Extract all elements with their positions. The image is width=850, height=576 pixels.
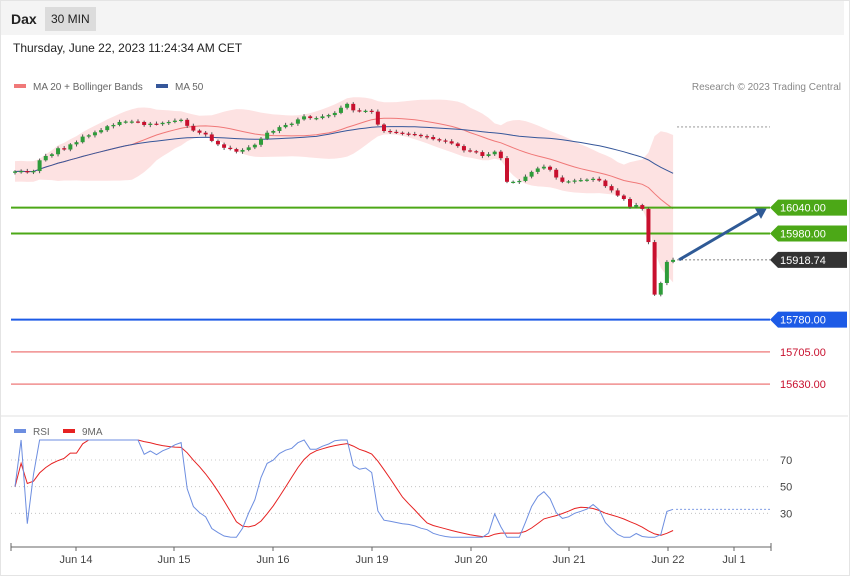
- symbol-title: Dax: [11, 11, 37, 27]
- timestamp: Thursday, June 22, 2023 11:24:34 AM CET: [13, 41, 243, 55]
- header-bar: Dax 30 MIN: [1, 1, 844, 35]
- interval-button[interactable]: 30 MIN: [45, 7, 96, 31]
